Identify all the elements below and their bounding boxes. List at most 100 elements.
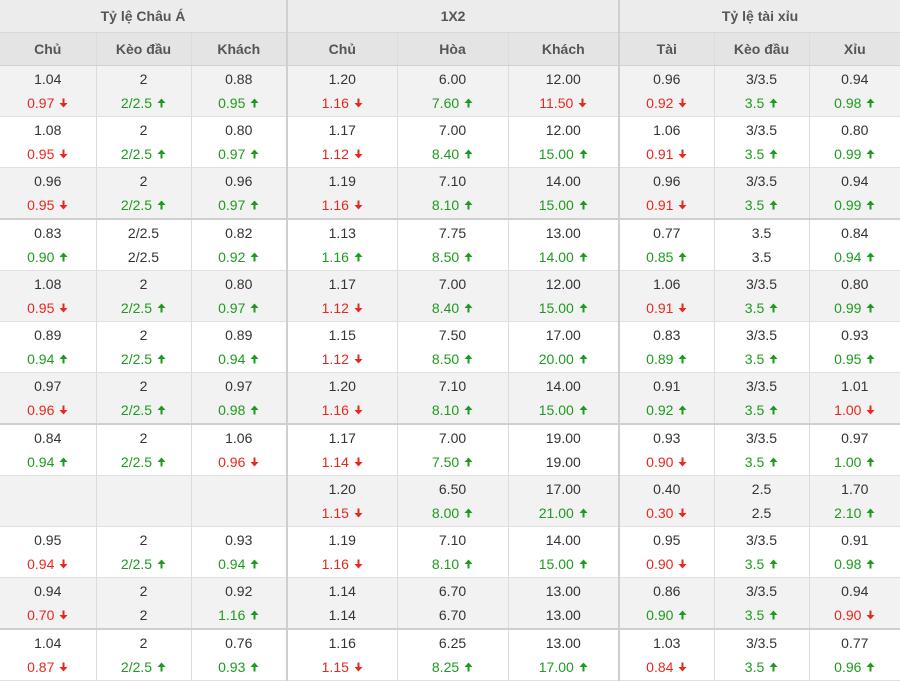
odds-cell: 1.08 0.95: [0, 270, 97, 322]
opening-odds: 0.92: [192, 583, 287, 599]
current-odds: 8.25: [398, 659, 508, 675]
odds-cell: [0, 475, 97, 527]
odds-cell: 2 2/2.5: [96, 629, 192, 681]
opening-odds: 13.00: [509, 225, 619, 241]
odds-cell: 2 2/2.5: [96, 116, 192, 168]
odds-row: 0.94 0.70 2 2 0.92 1.16 1.14 1.14 6.70 6.70 13.00 1…: [0, 577, 900, 630]
current-odds: 0.94: [192, 351, 287, 367]
current-odds-value: 13.00: [545, 607, 581, 623]
current-odds: 17.00: [509, 659, 619, 675]
opening-odds: 1.17: [288, 276, 397, 292]
opening-odds-value: 1.06: [653, 122, 681, 138]
current-odds: 8.10: [398, 197, 508, 213]
arrow-down-icon: [578, 98, 587, 108]
current-odds-value: 11.50: [539, 95, 574, 111]
odds-cell: 0.96 0.91: [619, 167, 715, 220]
arrow-down-icon: [678, 200, 687, 210]
opening-odds-value: 2/2.5: [127, 225, 160, 241]
current-odds: 0.90: [620, 556, 714, 572]
arrow-up-icon: [769, 149, 778, 159]
current-odds: 0.97: [192, 146, 287, 162]
current-odds-value: 2/2.5: [120, 454, 153, 470]
opening-odds-value: 0.88: [225, 71, 253, 87]
opening-odds-value: 6.25: [438, 635, 467, 651]
opening-odds: 1.13: [288, 225, 397, 241]
current-odds-value: 3.5: [744, 300, 765, 316]
current-odds-value: 1.12: [321, 146, 349, 162]
odds-cell: 3/3.5 3.5: [714, 629, 810, 681]
current-odds: 2/2.5: [97, 300, 191, 316]
arrow-up-icon: [866, 149, 875, 159]
current-odds-value: 0.96: [218, 454, 246, 470]
opening-odds-value: 2: [139, 430, 148, 446]
odds-cell: 0.95 0.94: [0, 526, 97, 578]
current-odds: 0.90: [620, 454, 714, 470]
opening-odds: 13.00: [509, 635, 619, 651]
arrow-up-icon: [157, 405, 166, 415]
opening-odds: 14.00: [509, 532, 619, 548]
opening-odds-value: 0.83: [34, 225, 62, 241]
opening-odds: 7.75: [398, 225, 508, 241]
current-odds: 3.5: [715, 454, 809, 470]
arrow-up-icon: [157, 662, 166, 672]
opening-odds-value: 0.77: [841, 635, 869, 651]
arrow-down-icon: [354, 149, 363, 159]
opening-odds-value: 2: [139, 173, 148, 189]
current-odds: 2/2.5: [97, 454, 191, 470]
odds-cell: 1.19 1.16: [287, 526, 398, 578]
current-odds: 15.00: [509, 402, 619, 418]
arrow-down-icon: [250, 457, 259, 467]
current-odds: 0.84: [620, 659, 714, 675]
opening-odds: 7.50: [398, 327, 508, 343]
opening-odds-value: 13.00: [545, 635, 581, 651]
current-odds: 21.00: [509, 505, 619, 521]
arrow-up-icon: [866, 98, 875, 108]
current-odds-value: 0.89: [646, 351, 674, 367]
odds-cell: 2 2/2.5: [96, 65, 192, 117]
current-odds-value: 0.94: [834, 249, 862, 265]
current-odds: 1.00: [810, 402, 900, 418]
odds-cell: 0.94 0.70: [0, 577, 97, 630]
current-odds-value: 7.50: [431, 454, 460, 470]
current-odds-value: 8.40: [431, 300, 460, 316]
opening-odds-value: 17.00: [545, 327, 581, 343]
odds-cell: 7.00 7.50: [397, 424, 509, 476]
odds-cell: 0.97 0.96: [0, 372, 97, 425]
opening-odds-value: 1.15: [328, 327, 356, 343]
current-odds: 0.90: [620, 607, 714, 623]
current-odds: 0.85: [620, 249, 714, 265]
opening-odds: 17.00: [509, 327, 619, 343]
odds-cell: 1.70 2.10: [809, 475, 900, 527]
current-odds-value: 0.94: [218, 351, 246, 367]
current-odds-value: 1.00: [834, 402, 862, 418]
current-odds: 3.5: [715, 351, 809, 367]
opening-odds-value: 7.00: [438, 122, 467, 138]
opening-odds: 2: [97, 583, 191, 599]
opening-odds-value: 1.20: [328, 481, 356, 497]
odds-cell: 0.96 0.95: [0, 167, 97, 220]
group-header-row: Tỷ lệ Châu Á 1X2 Tỷ lệ tài xỉu: [0, 0, 900, 33]
odds-cell: 12.00 11.50: [508, 65, 621, 117]
opening-odds: 2.5: [715, 481, 809, 497]
arrow-down-icon: [678, 149, 687, 159]
opening-odds: 0.89: [192, 327, 287, 343]
odds-cell: 1.14 1.14: [287, 577, 398, 630]
opening-odds: 1.20: [288, 378, 397, 394]
opening-odds-value: 0.84: [34, 430, 62, 446]
odds-cell: 14.00 15.00: [508, 372, 621, 425]
current-odds-value: 8.25: [431, 659, 460, 675]
current-odds-value: 0.98: [834, 556, 862, 572]
current-odds-value: 3.5: [751, 249, 772, 265]
current-odds: 1.14: [288, 454, 397, 470]
arrow-up-icon: [464, 405, 473, 415]
odds-cell: 17.00 21.00: [508, 475, 621, 527]
arrow-up-icon: [464, 98, 473, 108]
odds-cell: 7.00 8.40: [397, 270, 509, 322]
odds-cell: 3/3.5 3.5: [714, 65, 810, 117]
arrow-down-icon: [354, 200, 363, 210]
current-odds-value: 2/2.5: [120, 556, 153, 572]
current-odds-value: 0.94: [27, 454, 55, 470]
odds-cell: 3/3.5 3.5: [714, 526, 810, 578]
